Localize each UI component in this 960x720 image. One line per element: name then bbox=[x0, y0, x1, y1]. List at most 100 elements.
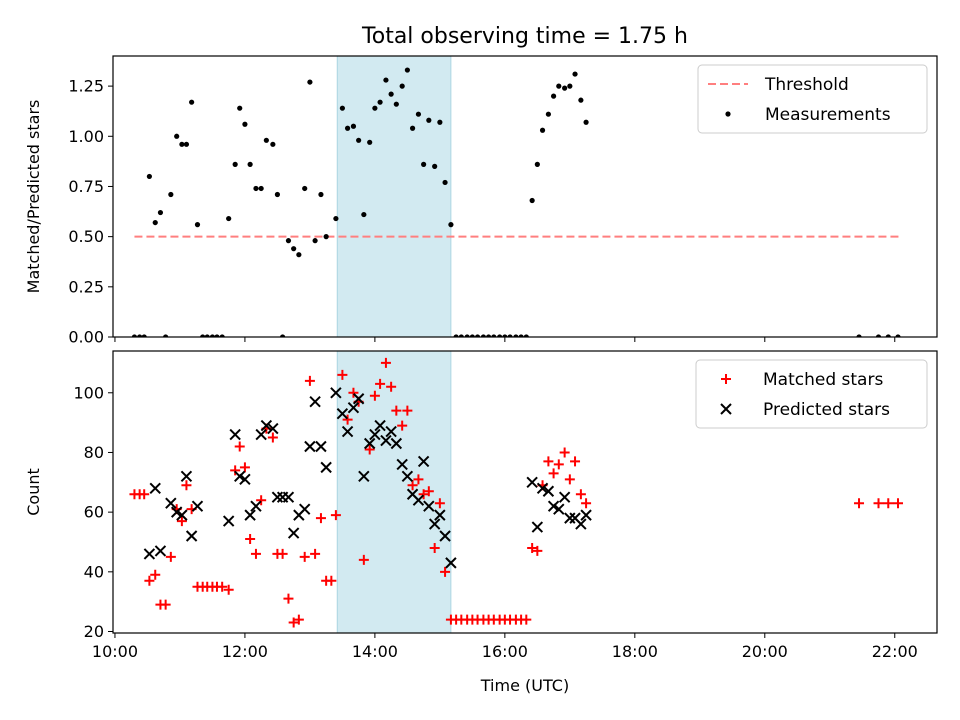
data-point bbox=[553, 459, 564, 470]
data-point bbox=[154, 545, 167, 557]
data-point bbox=[572, 71, 578, 77]
data-point bbox=[548, 468, 559, 479]
data-point bbox=[364, 444, 375, 455]
data-point bbox=[293, 614, 304, 625]
data-point bbox=[545, 111, 551, 117]
x-tick-label: 16:00 bbox=[482, 642, 528, 661]
data-point bbox=[253, 185, 259, 192]
data-point bbox=[383, 77, 389, 83]
data-point bbox=[532, 545, 543, 556]
data-point bbox=[245, 534, 256, 544]
data-point bbox=[399, 83, 405, 89]
data-point bbox=[200, 334, 206, 337]
bottom-panel: 10:00 12:00 14:00 16:00 18:00 20:00 22:00 20 40 6… bbox=[24, 350, 938, 695]
data-point bbox=[287, 527, 300, 539]
data-point bbox=[150, 569, 161, 580]
data-point bbox=[439, 530, 451, 542]
data-point bbox=[429, 542, 440, 553]
data-point bbox=[448, 222, 454, 228]
data-point bbox=[526, 476, 538, 489]
data-point bbox=[271, 491, 284, 503]
data-point bbox=[534, 161, 540, 167]
legend-x-marker bbox=[720, 403, 732, 415]
data-point bbox=[307, 79, 313, 85]
shaded-region bbox=[336, 56, 452, 337]
data-point bbox=[445, 557, 457, 569]
series-matched-stars bbox=[129, 357, 904, 628]
data-point bbox=[367, 139, 373, 145]
data-point bbox=[222, 515, 235, 527]
data-point bbox=[464, 334, 470, 337]
y-tick-label: 100 bbox=[73, 383, 104, 402]
data-point bbox=[377, 99, 383, 105]
plot-area bbox=[129, 351, 904, 633]
data-point bbox=[139, 489, 150, 500]
y-axis-label: Count bbox=[24, 468, 43, 516]
data-point bbox=[385, 425, 397, 438]
data-point bbox=[282, 491, 295, 503]
data-point bbox=[309, 396, 321, 408]
data-point bbox=[418, 489, 429, 500]
data-point bbox=[491, 334, 497, 337]
data-point bbox=[299, 551, 310, 562]
legend-label: Threshold bbox=[764, 75, 849, 95]
data-point bbox=[529, 197, 535, 204]
data-point bbox=[854, 498, 865, 509]
data-point bbox=[244, 509, 256, 521]
data-point bbox=[333, 215, 339, 222]
data-point bbox=[131, 334, 138, 337]
y-tick-label: 0.75 bbox=[68, 177, 104, 196]
data-point bbox=[480, 334, 487, 337]
data-point bbox=[372, 105, 378, 111]
data-point bbox=[562, 85, 568, 91]
y-tick-label: 0.50 bbox=[68, 227, 104, 246]
series-measurements bbox=[131, 67, 901, 337]
x-tick-label: 14:00 bbox=[352, 642, 398, 661]
data-point bbox=[380, 434, 392, 447]
data-point bbox=[893, 498, 904, 509]
x-tick-label: 12:00 bbox=[222, 642, 268, 661]
data-point bbox=[559, 447, 570, 458]
data-point bbox=[247, 161, 253, 167]
data-point bbox=[168, 191, 174, 198]
data-point bbox=[277, 548, 288, 559]
data-point bbox=[323, 234, 329, 240]
data-point bbox=[895, 334, 901, 337]
data-point bbox=[434, 509, 446, 521]
data-point bbox=[180, 470, 193, 483]
data-point bbox=[542, 485, 555, 497]
legend-label: Measurements bbox=[765, 105, 891, 125]
data-point bbox=[320, 461, 332, 474]
data-point bbox=[407, 480, 418, 491]
data-point bbox=[396, 458, 408, 471]
x-tick-label: 20:00 bbox=[742, 642, 788, 661]
data-point bbox=[189, 99, 195, 105]
data-point bbox=[239, 462, 250, 473]
data-point bbox=[326, 575, 337, 586]
x-tick-label: 18:00 bbox=[612, 642, 658, 661]
data-point bbox=[497, 334, 503, 337]
data-point bbox=[875, 334, 882, 337]
y-tick-label: 1.00 bbox=[68, 127, 104, 146]
y-axis-label: Matched/Predicted stars bbox=[24, 100, 43, 294]
data-point bbox=[165, 497, 177, 509]
data-point bbox=[417, 455, 430, 468]
y-tick-label: 80 bbox=[84, 443, 104, 462]
data-point bbox=[437, 119, 443, 125]
figure-title: Total observing time = 1.75 h bbox=[361, 24, 688, 49]
axes-frame bbox=[112, 350, 938, 634]
data-point bbox=[564, 474, 575, 485]
data-point bbox=[191, 500, 204, 512]
data-point bbox=[564, 512, 576, 524]
data-point bbox=[409, 125, 416, 131]
y-tick-label: 0.00 bbox=[68, 328, 104, 347]
data-point bbox=[157, 209, 164, 216]
data-point bbox=[267, 422, 279, 435]
data-point bbox=[219, 334, 225, 337]
data-point bbox=[348, 387, 359, 398]
data-point bbox=[163, 334, 169, 337]
data-point bbox=[143, 548, 156, 560]
legend: Matched stars Predicted stars bbox=[695, 359, 928, 429]
data-point bbox=[583, 119, 589, 125]
data-point bbox=[469, 334, 475, 337]
